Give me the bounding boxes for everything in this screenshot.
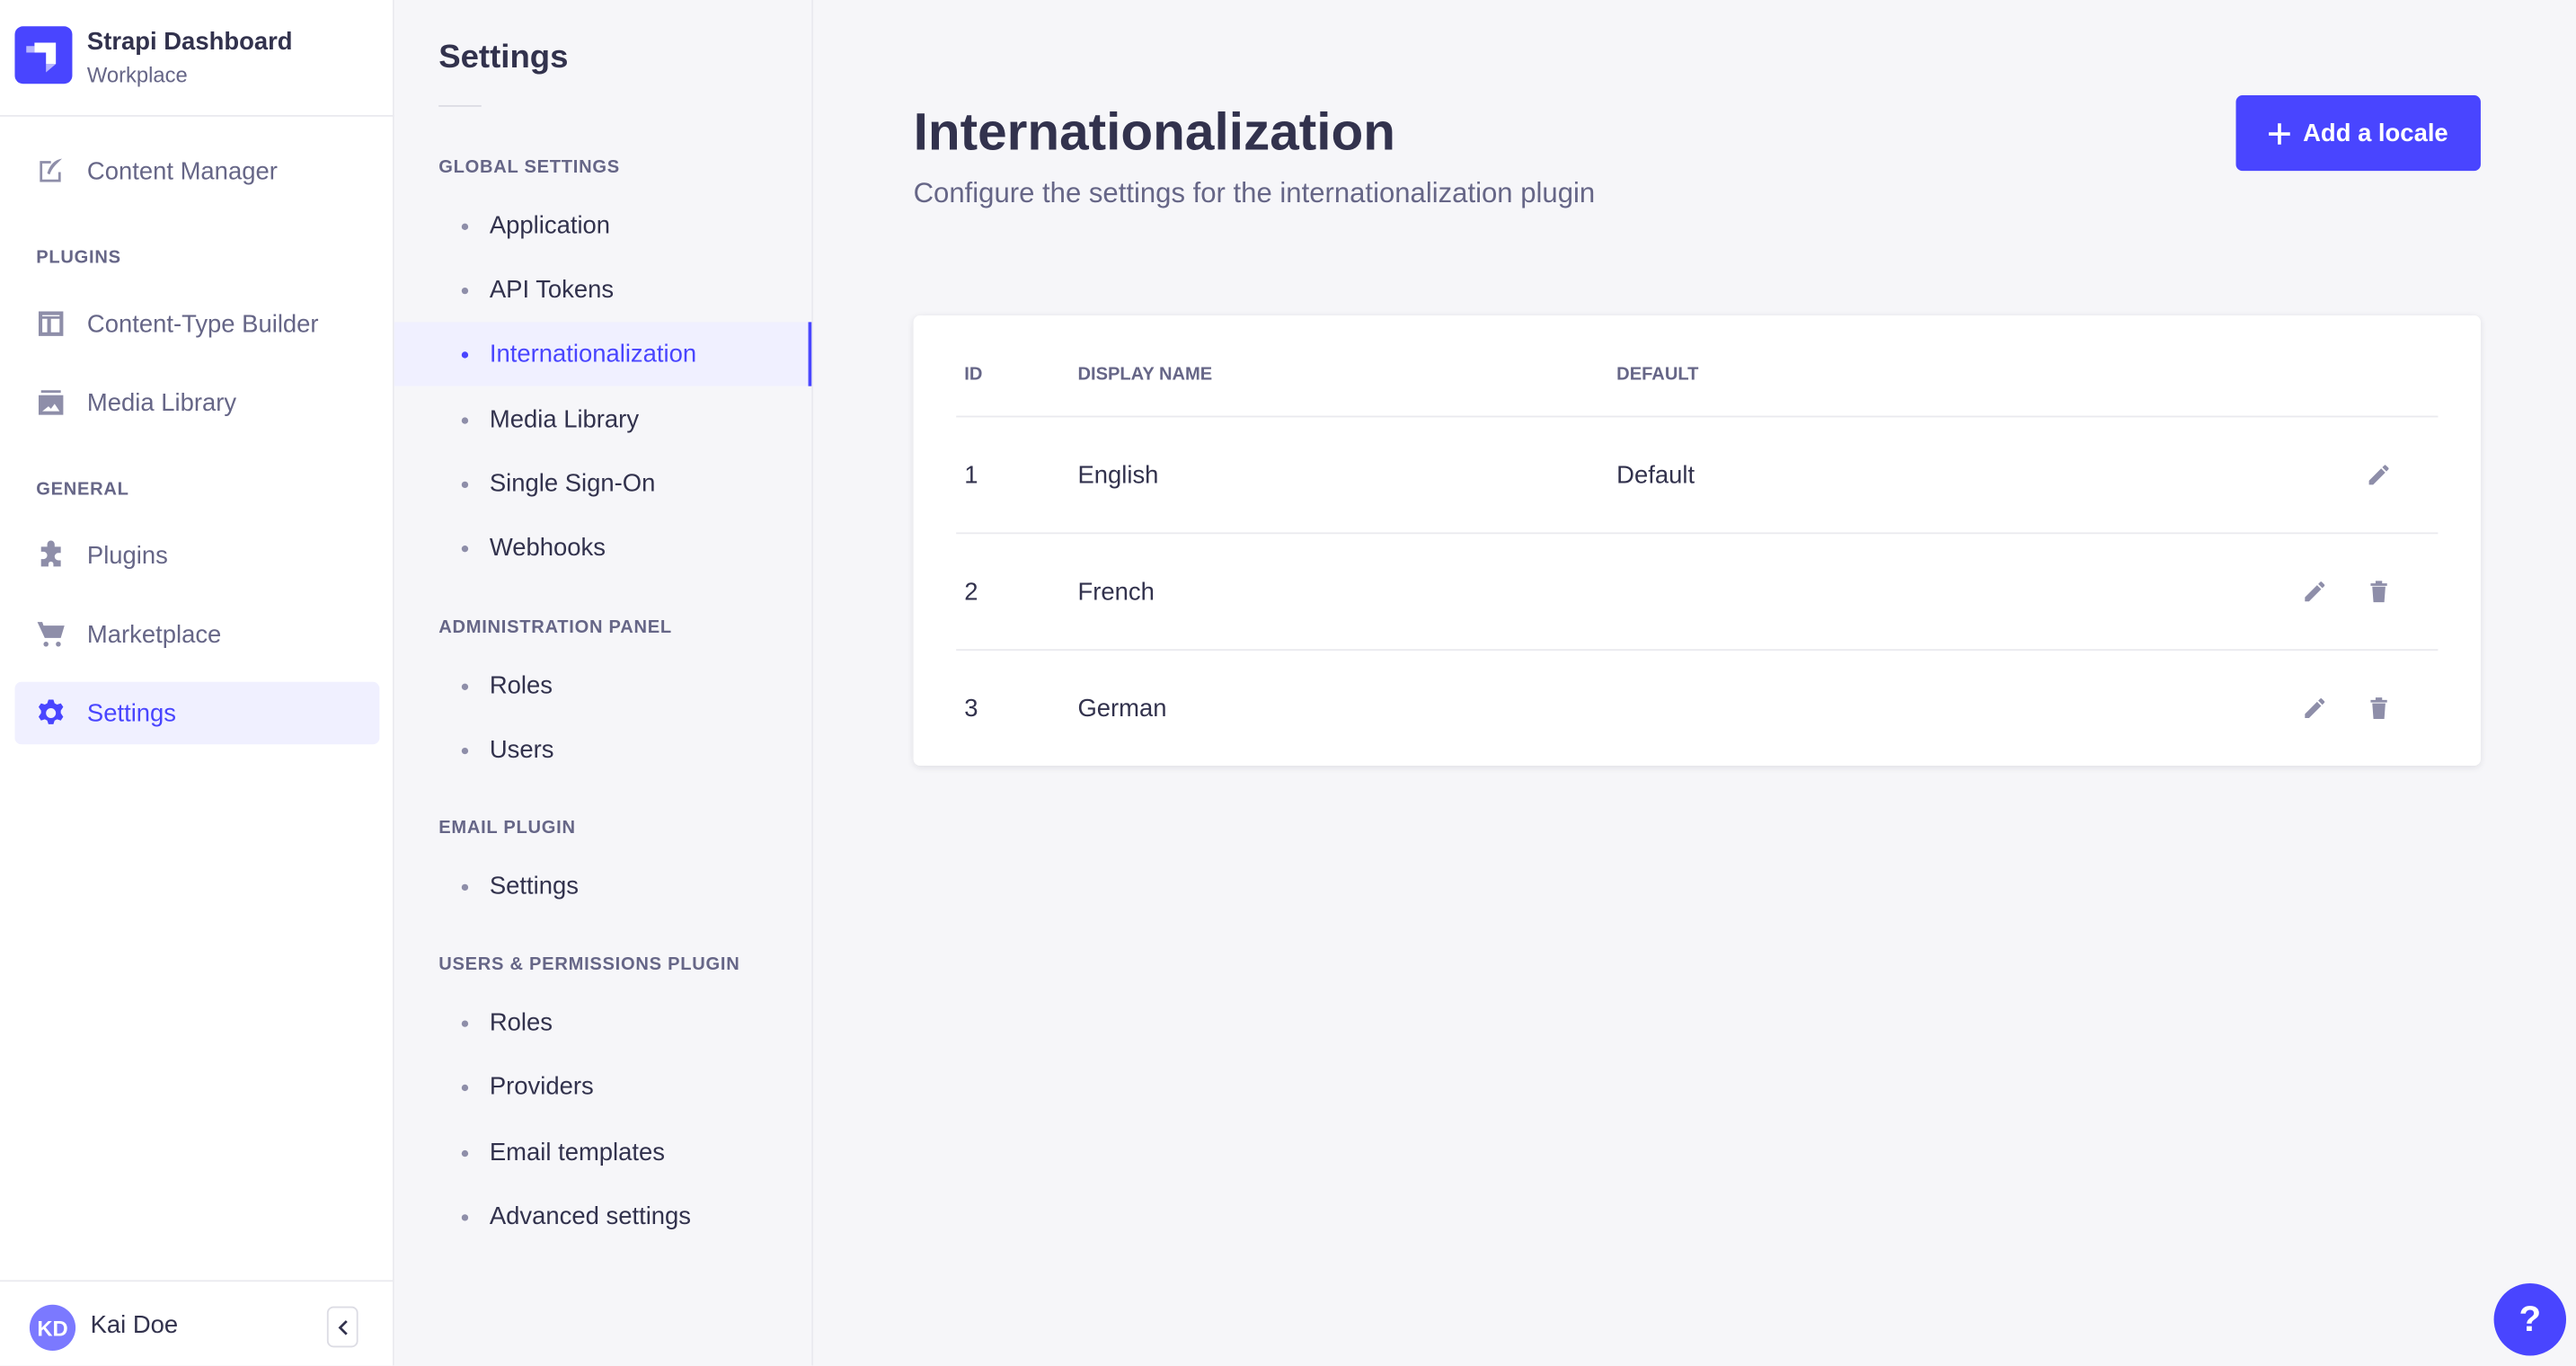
gear-icon — [38, 699, 64, 724]
page-subtitle: Configure the settings for the internati… — [913, 177, 1596, 209]
subnav-label: Roles — [489, 1008, 553, 1037]
subnav-label: Users — [489, 736, 554, 765]
cell-name: English — [1077, 461, 1159, 490]
trash-icon[interactable] — [2366, 695, 2392, 721]
subnav-media-library[interactable]: Media Library — [394, 388, 811, 452]
subnav-single-sign-on[interactable]: Single Sign-On — [394, 452, 811, 516]
subnav-label: API Tokens — [489, 276, 615, 305]
cell-name: French — [1077, 578, 1155, 607]
nav-label: Content Manager — [86, 156, 278, 185]
avatar[interactable]: KD — [29, 1304, 76, 1351]
subnav-webhooks[interactable]: Webhooks — [394, 516, 811, 580]
chevron-left-icon — [337, 1319, 347, 1335]
subnav-label: Email templates — [489, 1139, 666, 1167]
section-general: GENERAL — [36, 479, 129, 500]
column-header-display-name: DISPLAY NAME — [1077, 364, 1213, 385]
table-row[interactable]: 1 English Default — [956, 415, 2439, 533]
section-global-settings: GLOBAL SETTINGS — [438, 157, 620, 178]
subnav-label: Settings — [489, 872, 579, 900]
nav-label: Plugins — [86, 541, 168, 570]
subnav-email-templates[interactable]: Email templates — [394, 1121, 811, 1184]
nav-label: Settings — [86, 699, 177, 728]
nav-media-library[interactable]: Media Library — [14, 371, 379, 433]
app-title: Strapi Dashboard — [86, 28, 293, 57]
subnav-up-roles[interactable]: Roles — [394, 991, 811, 1055]
image-icon — [38, 390, 64, 415]
button-label: Add a locale — [2303, 119, 2448, 147]
subnav-label: Providers — [489, 1072, 594, 1102]
nav-label: Media Library — [86, 388, 237, 417]
subnav-label: Roles — [489, 671, 553, 700]
subnav-label: Application — [489, 211, 611, 240]
nav-label: Content-Type Builder — [86, 309, 319, 338]
help-button[interactable]: ? — [2493, 1283, 2567, 1356]
nav-settings[interactable]: Settings — [14, 681, 380, 745]
subnav-title: Settings — [438, 39, 569, 76]
subnav-label: Webhooks — [489, 534, 606, 563]
subnav-application[interactable]: Application — [394, 194, 811, 258]
subnav-label: Media Library — [489, 405, 640, 434]
table-row[interactable]: 2 French — [956, 532, 2439, 649]
nav-content-type-builder[interactable]: Content-Type Builder — [14, 292, 379, 354]
collapse-sidebar-button[interactable] — [326, 1306, 359, 1348]
plus-icon — [2268, 122, 2290, 144]
nav-content-manager[interactable]: Content Manager — [14, 139, 379, 201]
subnav-users[interactable]: Users — [394, 718, 811, 782]
cell-id: 1 — [964, 461, 978, 490]
main-sidebar: Strapi Dashboard Workplace Content Manag… — [0, 0, 394, 1366]
workspace-name: Workplace — [86, 62, 188, 87]
cart-icon — [37, 622, 65, 647]
subnav-roles[interactable]: Roles — [394, 654, 811, 718]
edit-icon[interactable] — [2302, 695, 2328, 721]
column-header-default: DEFAULT — [1616, 364, 1699, 385]
nav-plugins[interactable]: Plugins — [14, 524, 379, 586]
nav-label: Marketplace — [86, 620, 222, 649]
column-header-id: ID — [964, 364, 983, 385]
trash-icon[interactable] — [2366, 579, 2392, 605]
subnav-label: Internationalization — [489, 340, 697, 368]
table-row[interactable]: 3 German — [956, 649, 2439, 766]
divider — [438, 105, 482, 107]
subnav-label: Single Sign-On — [489, 469, 656, 499]
section-users-permissions: USERS & PERMISSIONS PLUGIN — [438, 954, 740, 975]
cell-default: Default — [1616, 461, 1695, 490]
add-locale-button[interactable]: Add a locale — [2235, 95, 2481, 172]
settings-subnav: Settings GLOBAL SETTINGS Application API… — [394, 0, 814, 1366]
subnav-email-settings[interactable]: Settings — [394, 855, 811, 918]
cell-id: 3 — [964, 695, 978, 723]
divider — [0, 1280, 394, 1282]
subnav-advanced-settings[interactable]: Advanced settings — [394, 1184, 811, 1248]
layout-icon — [38, 311, 64, 336]
edit-icon[interactable] — [2302, 579, 2328, 605]
edit-icon[interactable] — [2366, 462, 2392, 488]
subnav-internationalization[interactable]: Internationalization — [394, 322, 812, 386]
section-email-plugin: EMAIL PLUGIN — [438, 818, 576, 838]
cell-name: German — [1077, 695, 1167, 723]
puzzle-icon — [40, 540, 61, 567]
section-plugins: PLUGINS — [36, 248, 121, 269]
subnav-label: Advanced settings — [489, 1202, 692, 1231]
divider — [0, 114, 394, 117]
section-administration-panel: ADMINISTRATION PANEL — [438, 617, 672, 638]
locales-table: ID DISPLAY NAME DEFAULT 1 English Defaul… — [913, 315, 2481, 767]
pen-icon — [40, 158, 63, 182]
nav-marketplace[interactable]: Marketplace — [14, 603, 379, 665]
page-title: Internationalization — [913, 102, 1395, 162]
cell-id: 2 — [964, 578, 978, 607]
strapi-logo[interactable] — [14, 26, 73, 84]
user-name[interactable]: Kai Doe — [90, 1311, 179, 1340]
subnav-api-tokens[interactable]: API Tokens — [394, 258, 811, 322]
subnav-providers[interactable]: Providers — [394, 1055, 811, 1119]
